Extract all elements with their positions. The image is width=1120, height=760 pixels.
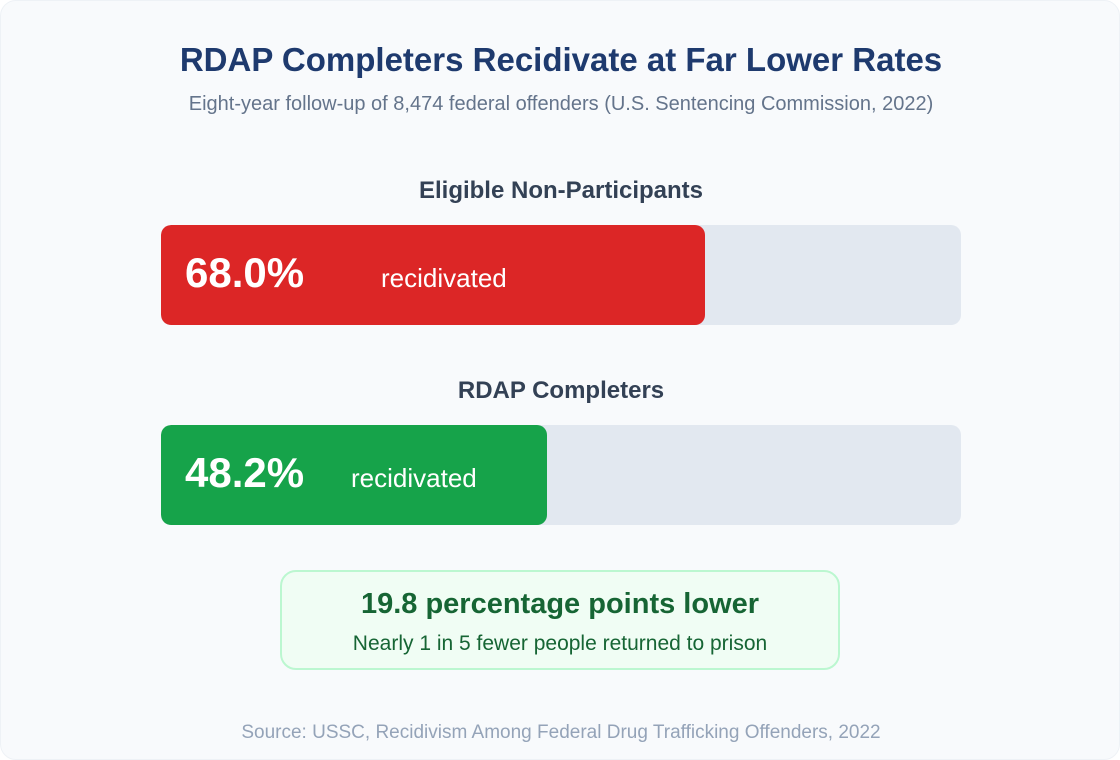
bar-value-non-participants: 68.0% [185,249,305,296]
subtitle: Eight-year follow-up of 8,474 federal of… [188,93,934,115]
bar-track-non-participants: 68.0% recidivated [161,225,961,325]
page-title: RDAP Completers Recidivate at Far Lower … [179,41,943,78]
bar-suffix-non-participants: recidivated [381,263,507,293]
source-note: Source: USSC, Recidivism Among Federal D… [241,722,881,743]
bar-label-non-participants: Eligible Non-Participants [418,177,704,204]
bar-track-rdap-completers: 48.2% recidivated [161,425,961,525]
bar-fill-non-participants [161,225,705,325]
bar-label-rdap-completers: RDAP Completers [457,377,665,404]
bar-fill-rdap-completers [161,425,547,525]
bar-suffix-rdap-completers: recidivated [351,463,477,493]
bar-value-rdap-completers: 48.2% [185,449,305,496]
difference-callout: 19.8 percentage points lower Nearly 1 in… [280,570,840,670]
callout-headline: 19.8 percentage points lower [360,588,760,620]
callout-detail: Nearly 1 in 5 fewer people returned to p… [352,632,768,655]
